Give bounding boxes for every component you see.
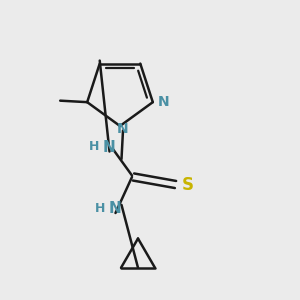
Text: S: S [182, 176, 194, 194]
Text: N: N [158, 95, 169, 109]
Text: N: N [103, 140, 116, 154]
Text: N: N [117, 122, 129, 136]
Text: H: H [88, 140, 99, 154]
Text: N: N [109, 201, 122, 216]
Text: H: H [94, 202, 105, 215]
